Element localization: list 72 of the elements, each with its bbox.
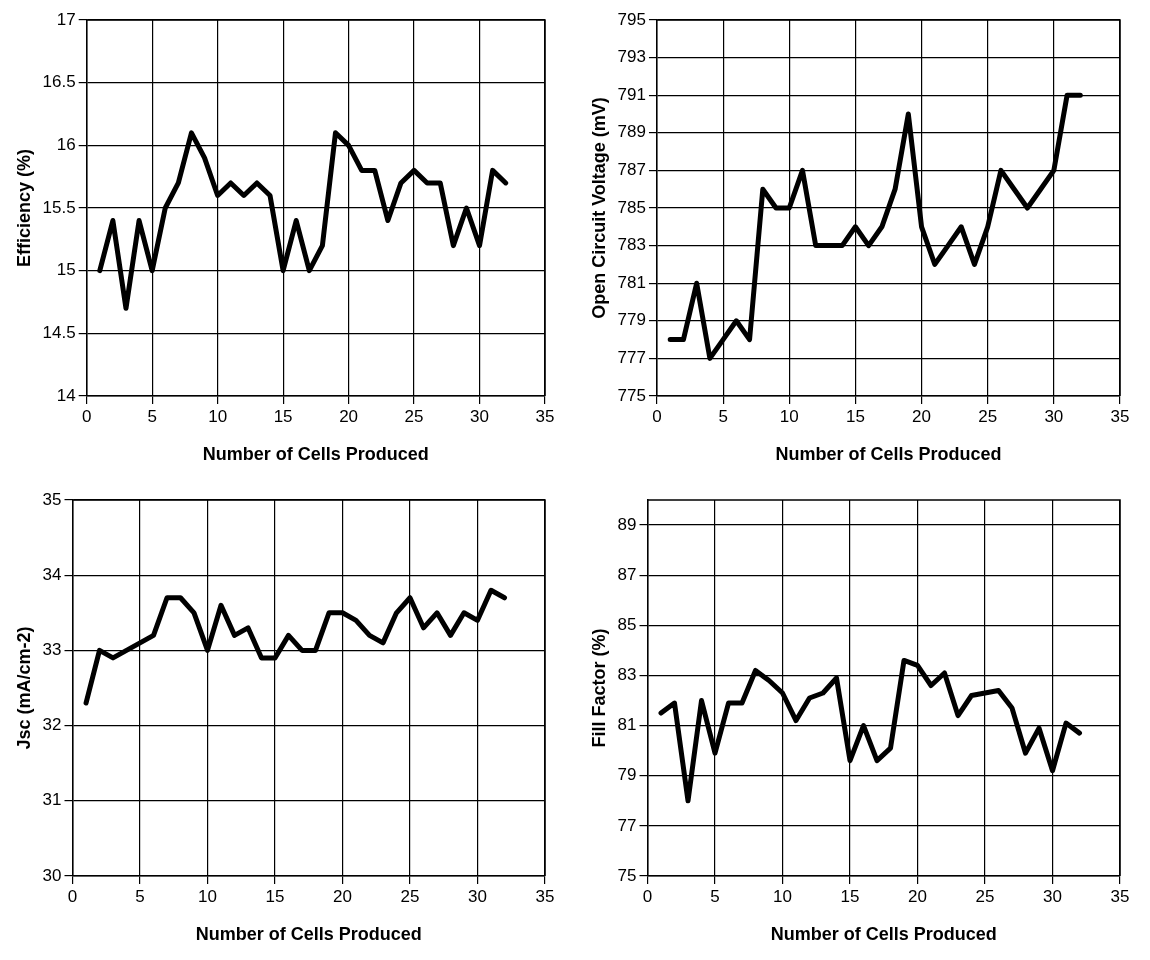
y-tick-label: 35 — [42, 489, 62, 509]
x-tick-label: 10 — [208, 406, 228, 426]
y-tick-label: 793 — [617, 47, 646, 67]
x-tick-label: 25 — [400, 886, 420, 906]
y-tick-label: 83 — [617, 665, 637, 685]
y-tick-label: 81 — [617, 715, 637, 735]
x-tick-label: 0 — [81, 406, 92, 426]
x-tick-label: 35 — [535, 406, 555, 426]
y-tick-label: 787 — [617, 160, 646, 180]
x-tick-label: 10 — [773, 886, 792, 906]
x-axis-title: Number of Cells Produced — [202, 444, 429, 465]
y-tick-label: 14 — [56, 385, 76, 405]
x-tick-label: 15 — [840, 886, 860, 906]
y-tick-label: 31 — [42, 790, 62, 810]
y-axis-title: Efficiency (%) — [13, 148, 34, 268]
x-tick-label: 35 — [1110, 406, 1130, 426]
x-tick-label: 25 — [978, 406, 998, 426]
y-tick-label: 87 — [617, 564, 637, 584]
y-axis-title: Open Circuit Voltage (mV) — [588, 97, 609, 319]
x-tick-label: 5 — [135, 886, 145, 906]
y-tick-label: 77 — [617, 815, 637, 835]
y-tick-label: 777 — [617, 348, 646, 368]
x-tick-label: 20 — [339, 406, 359, 426]
x-axis-title: Number of Cells Produced — [770, 924, 997, 945]
y-tick-label: 16 — [56, 135, 76, 155]
x-tick-label: 30 — [1044, 406, 1064, 426]
x-axis-title: Number of Cells Produced — [195, 924, 422, 945]
x-tick-label: 5 — [710, 886, 720, 906]
y-tick-label: 30 — [42, 865, 62, 885]
x-tick-label: 20 — [333, 886, 352, 906]
x-tick-label: 5 — [147, 406, 157, 426]
y-tick-label: 15.5 — [42, 197, 76, 217]
y-tick-label: 785 — [617, 197, 646, 217]
y-tick-label: 795 — [617, 9, 646, 29]
x-tick-label: 10 — [198, 886, 217, 906]
y-tick-label: 783 — [617, 235, 646, 255]
x-tick-label: 20 — [912, 406, 932, 426]
y-tick-label: 15 — [56, 260, 76, 280]
x-tick-label: 5 — [718, 406, 728, 426]
y-axis-title: Fill Factor (%) — [588, 628, 609, 748]
y-tick-label: 33 — [42, 640, 62, 660]
y-axis-title: Jsc (mA/cm-2) — [13, 626, 34, 750]
x-tick-label: 0 — [67, 886, 78, 906]
y-tick-label: 17 — [56, 9, 76, 29]
x-tick-label: 35 — [1110, 886, 1130, 906]
x-tick-label: 25 — [975, 886, 995, 906]
x-tick-label: 0 — [642, 886, 653, 906]
x-axis-title: Number of Cells Produced — [775, 444, 1002, 465]
y-tick-label: 775 — [617, 385, 646, 405]
y-tick-label: 14.5 — [42, 323, 76, 343]
y-tick-label: 791 — [617, 84, 646, 104]
y-tick-label: 781 — [617, 272, 646, 292]
y-tick-label: 85 — [617, 615, 637, 635]
y-tick-label: 75 — [617, 865, 637, 885]
x-tick-label: 20 — [908, 886, 927, 906]
y-tick-label: 34 — [42, 564, 62, 584]
y-tick-label: 779 — [617, 310, 646, 330]
x-tick-label: 30 — [468, 886, 487, 906]
y-tick-label: 16.5 — [42, 72, 76, 92]
y-tick-label: 789 — [617, 122, 646, 142]
x-tick-label: 15 — [265, 886, 285, 906]
x-tick-label: 30 — [1043, 886, 1062, 906]
x-tick-label: 25 — [404, 406, 424, 426]
y-tick-label: 79 — [617, 765, 637, 785]
x-tick-label: 10 — [779, 406, 799, 426]
x-tick-label: 30 — [470, 406, 489, 426]
x-tick-label: 35 — [535, 886, 555, 906]
x-tick-label: 15 — [845, 406, 865, 426]
y-tick-label: 32 — [42, 715, 62, 735]
x-tick-label: 0 — [652, 406, 662, 426]
x-tick-label: 15 — [273, 406, 293, 426]
y-tick-label: 89 — [617, 514, 637, 534]
